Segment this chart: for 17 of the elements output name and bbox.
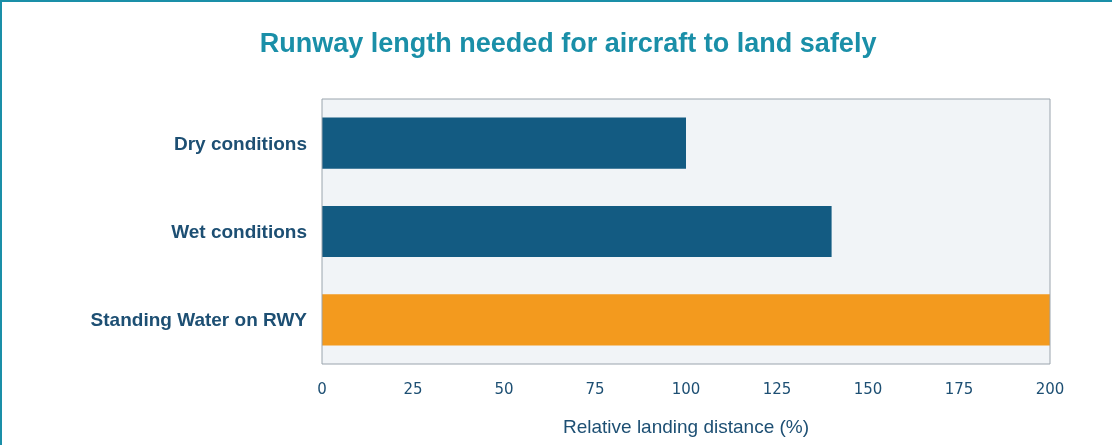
bar xyxy=(322,294,1050,346)
y-tick-label: Wet conditions xyxy=(171,221,307,243)
x-tick-label: 75 xyxy=(585,380,605,398)
x-tick-label: 25 xyxy=(403,380,423,398)
x-tick-label: 50 xyxy=(494,380,514,398)
x-tick-label: 125 xyxy=(762,380,792,398)
y-tick-label: Standing Water on RWY xyxy=(90,309,308,331)
x-tick-label: 200 xyxy=(1035,380,1065,398)
x-tick-label: 100 xyxy=(671,380,701,398)
bar xyxy=(322,205,832,258)
chart-title: Runway length needed for aircraft to land safely xyxy=(259,27,877,58)
bar xyxy=(322,117,686,169)
x-tick-label: 150 xyxy=(853,380,883,398)
x-tick-label: 175 xyxy=(944,380,974,398)
x-tick-label: 0 xyxy=(317,380,327,398)
x-axis-title: Relative landing distance (%) xyxy=(562,415,810,437)
y-tick-label: Dry conditions xyxy=(173,132,307,154)
